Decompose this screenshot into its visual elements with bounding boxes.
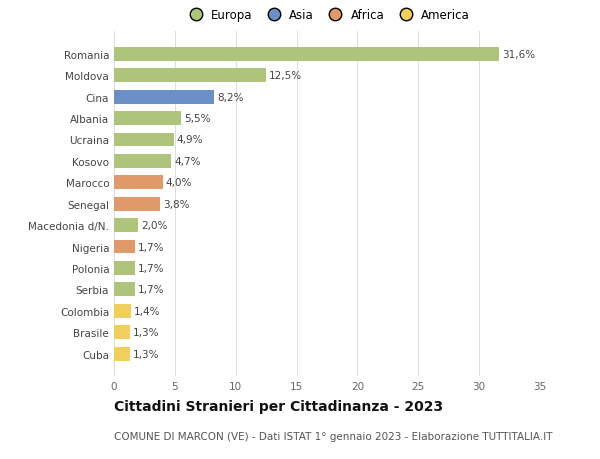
Bar	[114, 304, 131, 318]
Bar	[114, 283, 134, 297]
Text: 12,5%: 12,5%	[269, 71, 302, 81]
Text: 4,0%: 4,0%	[166, 178, 192, 188]
Text: 1,4%: 1,4%	[134, 306, 161, 316]
Text: 1,3%: 1,3%	[133, 349, 160, 359]
Bar	[114, 90, 214, 104]
Text: 3,8%: 3,8%	[163, 199, 190, 209]
Text: 1,7%: 1,7%	[138, 242, 164, 252]
Text: 2,0%: 2,0%	[142, 221, 168, 230]
Text: Cittadini Stranieri per Cittadinanza - 2023: Cittadini Stranieri per Cittadinanza - 2…	[114, 399, 443, 413]
Text: 1,7%: 1,7%	[138, 263, 164, 273]
Bar	[114, 133, 173, 147]
Text: COMUNE DI MARCON (VE) - Dati ISTAT 1° gennaio 2023 - Elaborazione TUTTITALIA.IT: COMUNE DI MARCON (VE) - Dati ISTAT 1° ge…	[114, 431, 553, 442]
Text: 4,7%: 4,7%	[174, 157, 201, 167]
Legend: Europa, Asia, Africa, America: Europa, Asia, Africa, America	[182, 7, 472, 25]
Bar	[114, 325, 130, 339]
Bar	[114, 197, 160, 211]
Bar	[114, 155, 171, 168]
Bar	[114, 261, 134, 275]
Bar	[114, 347, 130, 361]
Bar	[114, 176, 163, 190]
Bar	[114, 240, 134, 254]
Text: 1,7%: 1,7%	[138, 285, 164, 295]
Bar	[114, 69, 266, 83]
Bar	[114, 112, 181, 126]
Bar	[114, 48, 499, 62]
Text: 31,6%: 31,6%	[502, 50, 535, 60]
Text: 8,2%: 8,2%	[217, 92, 244, 102]
Text: 4,9%: 4,9%	[176, 135, 203, 145]
Text: 5,5%: 5,5%	[184, 114, 211, 124]
Bar	[114, 218, 139, 233]
Text: 1,3%: 1,3%	[133, 327, 160, 337]
